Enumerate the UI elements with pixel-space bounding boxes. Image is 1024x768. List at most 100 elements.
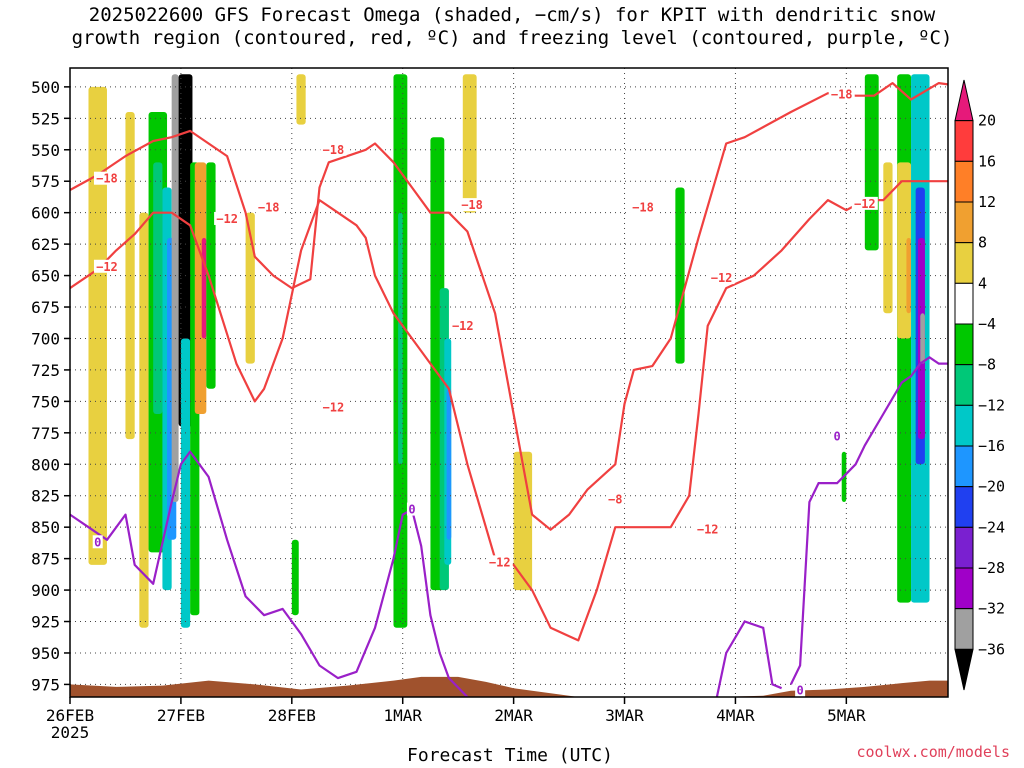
- omega-shade-cell-28: [883, 162, 893, 314]
- colorbar-bin-3: [954, 201, 974, 244]
- y-tick-label-650: 650: [31, 267, 60, 286]
- dgz-contour-m18: [70, 82, 948, 531]
- contour-label-11: −12: [489, 555, 511, 569]
- y-tick-label-525: 525: [31, 109, 60, 128]
- contour-label-9: −12: [323, 401, 345, 415]
- colorbar-label-4: 4: [978, 274, 987, 292]
- colorbar-label-6: −8: [978, 356, 996, 374]
- y-tick-label-875: 875: [31, 550, 60, 569]
- colorbar-label-13: −36: [978, 640, 1005, 658]
- contour-label-6: −8: [608, 492, 622, 506]
- contour-label-bg-15: [92, 535, 103, 549]
- omega-shade-cell-12: [201, 237, 207, 339]
- y-tick-label-900: 900: [31, 581, 60, 600]
- contour-label-4: −18: [632, 201, 654, 215]
- contour-label-bg-9: [320, 400, 347, 414]
- omega-shade-cell-25: [675, 187, 685, 364]
- y-tick-label-950: 950: [31, 644, 60, 663]
- colorbar-bin-4: [954, 242, 974, 284]
- omega-shade-cell-16: [291, 539, 299, 616]
- contour-label-12: −12: [711, 271, 733, 285]
- y-tick-label-550: 550: [31, 141, 60, 160]
- contour-label-13: −12: [697, 523, 719, 537]
- contour-label-bg-5: [828, 87, 855, 101]
- omega-shade-cell-0: [88, 86, 107, 565]
- omega-shade-cell-23: [462, 74, 477, 213]
- contour-label-10: −12: [452, 319, 474, 333]
- x-tick-sublabel-year: 2025: [51, 723, 90, 742]
- x-tick-label-2MAR: 2MAR: [494, 706, 533, 725]
- y-tick-label-975: 975: [31, 675, 60, 694]
- y-tick-label-500: 500: [31, 78, 60, 97]
- omega-shade-cell-2: [139, 212, 149, 628]
- x-tick-label-28FEB: 28FEB: [268, 706, 316, 725]
- contour-label-0: −18: [96, 172, 118, 186]
- contour-label-bg-3: [459, 198, 486, 212]
- colorbar-bin-11: [954, 526, 974, 569]
- y-tick-label-725: 725: [31, 361, 60, 380]
- colorbar-label-1: 16: [978, 152, 996, 170]
- colorbar-label-3: 8: [978, 234, 987, 252]
- omega-shade-cell-4: [153, 162, 163, 414]
- colorbar-bin-14: [954, 648, 974, 691]
- x-axis-label: Forecast Time (UTC): [407, 745, 613, 766]
- contour-label-3: −18: [461, 198, 483, 212]
- contour-label-bg-14: [851, 196, 878, 210]
- contour-label-15: 0: [94, 535, 101, 549]
- colorbar-bin-1: [954, 120, 974, 162]
- y-tick-label-925: 925: [31, 613, 60, 632]
- y-tick-label-800: 800: [31, 455, 60, 474]
- dgz-contour-m12: [70, 180, 948, 642]
- colorbar-bin-9: [954, 445, 974, 488]
- colorbar-label-12: −32: [978, 600, 1005, 618]
- chart-title: 2025022600 GFS Forecast Omega (shaded, −…: [0, 4, 1024, 50]
- x-tick-label-27FEB: 27FEB: [157, 706, 205, 725]
- colorbar-bin-7: [954, 364, 974, 406]
- y-tick-label-750: 750: [31, 392, 60, 411]
- omega-shade-cell-15: [296, 74, 306, 125]
- contour-label-bg-7: [93, 259, 120, 273]
- credit-link[interactable]: coolwx.com/models: [856, 743, 1010, 761]
- x-tick-label-3MAR: 3MAR: [605, 706, 644, 725]
- colorbar-label-5: −4: [978, 315, 996, 333]
- contour-label-bg-1: [255, 200, 282, 214]
- terrain-surface: [70, 676, 948, 697]
- contour-label-bg-6: [606, 492, 625, 506]
- contour-label-bg-12: [708, 271, 735, 285]
- y-tick-label-600: 600: [31, 204, 60, 223]
- omega-shade-cell-27: [864, 74, 879, 251]
- contour-label-bg-10: [449, 318, 476, 332]
- colorbar-label-8: −16: [978, 437, 1005, 455]
- colorbar-label-2: 12: [978, 193, 996, 211]
- contour-label-bg-18: [795, 683, 806, 697]
- y-tick-label-700: 700: [31, 329, 60, 348]
- colorbar-bin-6: [954, 323, 974, 366]
- contour-label-8: −12: [216, 212, 238, 226]
- axis-layer: 500 525 550 575 600 625 650 675 700 725 750 775 800 8…: [31, 67, 949, 742]
- contour-label-17: 0: [833, 430, 840, 444]
- contour-label-bg-11: [486, 555, 513, 569]
- x-tick-label-1MAR: 1MAR: [383, 706, 422, 725]
- colorbar-label-7: −12: [978, 396, 1005, 414]
- contour-label-bg-4: [630, 200, 657, 214]
- colorbar-label-11: −28: [978, 559, 1005, 577]
- colorbar-bin-5: [954, 282, 974, 325]
- y-tick-label-575: 575: [31, 172, 60, 191]
- terrain-layer: [70, 676, 948, 697]
- x-tick-label-26FEB: 26FEB: [46, 706, 94, 725]
- plot-frame: [69, 67, 949, 698]
- colorbar-bin-8: [954, 404, 974, 447]
- y-tick-label-625: 625: [31, 235, 60, 254]
- omega-shade-cell-35: [920, 313, 925, 364]
- x-tick-label-4MAR: 4MAR: [716, 706, 755, 725]
- contour-label-bg-0: [93, 171, 120, 185]
- omega-shade-cell-22: [446, 388, 452, 540]
- contour-label-16: 0: [408, 503, 415, 517]
- title-line-1: 2025022600 GFS Forecast Omega (shaded, −…: [88, 4, 936, 26]
- contour-label-1: −18: [258, 201, 280, 215]
- colorbar: 20 16 12 8 4 −4 −8 −12 −16 −20 −24 −28 −32 −36: [954, 79, 1005, 691]
- contour-layer: −18 −18 −18 −18 −18 −18 −8 −12 −12 −12 −12 −12 −12 −1…: [70, 82, 948, 697]
- colorbar-bin-13: [954, 608, 974, 650]
- contour-label-bg-2: [320, 142, 347, 156]
